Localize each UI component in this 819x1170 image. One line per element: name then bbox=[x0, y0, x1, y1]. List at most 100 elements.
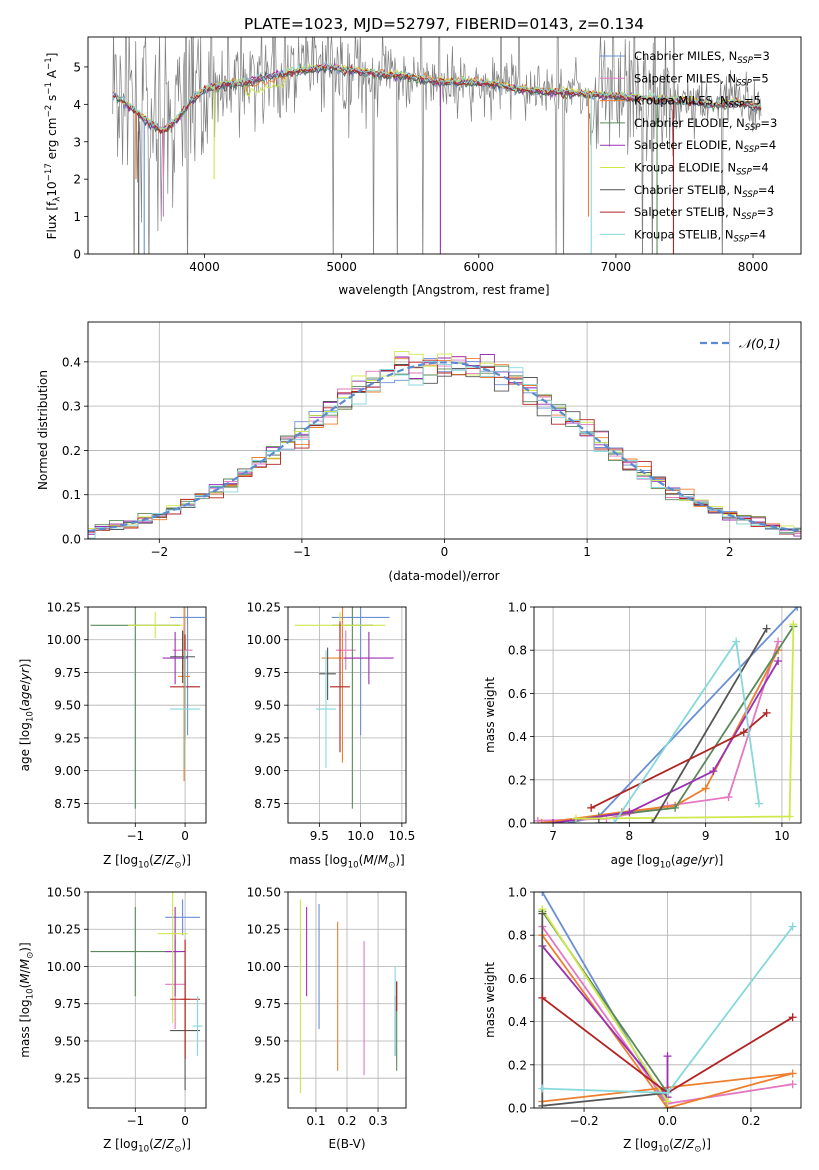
x-axis-label: Z [log10(Z/Z⊙)] bbox=[103, 853, 191, 871]
x-tick-label: 0.2 bbox=[337, 1114, 356, 1128]
x-tick-label: 6000 bbox=[464, 260, 495, 274]
x-axis-label: age [log10(age/yr)] bbox=[611, 853, 724, 871]
y-tick-label: 9.75 bbox=[54, 666, 81, 680]
y-tick-label: 9.50 bbox=[254, 1034, 281, 1048]
y-tick-label: 10.25 bbox=[247, 601, 281, 615]
residuals-axes: −2 −1 0 1 2 0.0 0.1 0.2 0.3 0.4 𝒩(0,1) (data-model)… bbox=[36, 321, 802, 583]
mass-vs-Z-frame bbox=[87, 891, 207, 1109]
x-tick-label: 4000 bbox=[189, 260, 220, 274]
x-tick-label: 0 bbox=[441, 545, 449, 559]
x-tick-label: 10.5 bbox=[389, 829, 416, 843]
weight-vs-age-marker-7-2 bbox=[762, 708, 771, 717]
x-axis-label: Z [log10(Z/Z⊙)] bbox=[103, 1137, 191, 1155]
y-tick-label: 0.0 bbox=[62, 533, 81, 547]
weight-vs-age-marker-8-1 bbox=[732, 637, 741, 646]
weight-vs-Z-plot-area bbox=[538, 892, 797, 1108]
legend-entry-1: Salpeter MILES, NSSP=5 bbox=[634, 71, 769, 88]
y-tick-label: 9.25 bbox=[54, 731, 81, 745]
y-axis-label: mass weight bbox=[483, 962, 497, 1038]
y-tick-label: 9.75 bbox=[254, 666, 281, 680]
legend-entry-2: Kroupa MILES, NSSP=5 bbox=[634, 94, 761, 111]
x-tick-label: 0.0 bbox=[658, 1114, 677, 1128]
mass-vs-EBV-plot-area bbox=[299, 899, 398, 1094]
x-tick-label: 10 bbox=[774, 829, 789, 843]
figure-title: PLATE=1023, MJD=52797, FIBERID=0143, z=0… bbox=[244, 15, 644, 33]
y-axis-label: mass weight bbox=[483, 677, 497, 753]
y-axis-label: Flux [fλ10−17 erg cm−2 s−1 A−1] bbox=[44, 53, 62, 240]
y-tick-label: 10.25 bbox=[47, 923, 81, 937]
y-tick-label: 9.50 bbox=[54, 699, 81, 713]
y-tick-label: 9.75 bbox=[254, 997, 281, 1011]
y-tick-label: 0.8 bbox=[508, 929, 527, 943]
y-tick-label: 3 bbox=[73, 135, 81, 149]
x-tick-label: 9.5 bbox=[310, 829, 329, 843]
y-tick-label: 8.75 bbox=[254, 797, 281, 811]
y-tick-label: 0.8 bbox=[508, 644, 527, 658]
weight-vs-Z-marker-8-0 bbox=[538, 1084, 547, 1093]
y-tick-label: 10.00 bbox=[247, 633, 281, 647]
weight-vs-age-series-5 bbox=[575, 624, 795, 820]
weight-vs-age-marker-3-1 bbox=[671, 803, 680, 812]
mass-vs-EBV-axes: 0.1 0.2 0.3 9.25 9.50 9.75 10.00 10.25 10.50 E(B-… bbox=[247, 886, 407, 1151]
weight-vs-age-axes: 7 8 9 10 0.0 0.2 0.4 0.6 0.8 1.0 age [log10(age/yr… bbox=[483, 601, 802, 871]
x-axis-label: wavelength [Angstrom, rest frame] bbox=[338, 283, 549, 297]
y-tick-label: 9.50 bbox=[54, 1034, 81, 1048]
y-tick-label: 8.75 bbox=[54, 797, 81, 811]
x-tick-label: 0.2 bbox=[741, 1114, 760, 1128]
y-tick-label: 9.00 bbox=[54, 764, 81, 778]
y-tick-label: 0.0 bbox=[508, 1102, 527, 1116]
x-axis-label: mass [log10(M/M⊙)] bbox=[289, 853, 404, 871]
age-vs-Z-axes: −1 0 8.75 9.00 9.25 9.50 9.75 10.00 10.25 Z [log1… bbox=[18, 601, 207, 871]
weight-vs-age-marker-8-0 bbox=[610, 819, 619, 823]
weight-vs-age-marker-1-0 bbox=[534, 816, 542, 823]
y-tick-label: 9.00 bbox=[254, 764, 281, 778]
spectrum-model-8 bbox=[112, 61, 762, 130]
weight-vs-age-marker-1-3 bbox=[724, 793, 733, 802]
y-axis-label: Normed distribution bbox=[36, 370, 50, 490]
y-tick-label: 10.25 bbox=[247, 923, 281, 937]
weight-vs-Z-marker-5-1 bbox=[663, 1097, 672, 1106]
weight-vs-age-marker-4-2 bbox=[709, 767, 718, 776]
y-tick-label: 0.4 bbox=[62, 355, 81, 369]
y-tick-label: 0.2 bbox=[62, 444, 81, 458]
weight-vs-age-series-3 bbox=[598, 625, 795, 818]
weight-vs-age-marker-7-1 bbox=[739, 728, 748, 737]
weight-vs-Z-marker-4-2 bbox=[663, 1052, 672, 1061]
age-vs-mass-plot-area bbox=[294, 607, 394, 809]
spectrum-plot-area bbox=[112, 37, 762, 254]
weight-vs-age-marker-6-0 bbox=[594, 819, 603, 823]
weight-vs-Z-marker-0-0 bbox=[538, 892, 547, 896]
age-vs-Z-plot-area bbox=[90, 607, 206, 809]
weight-vs-Z-marker-8-2 bbox=[788, 922, 797, 931]
y-tick-label: 0.6 bbox=[508, 972, 527, 986]
x-tick-label: −1 bbox=[126, 1114, 144, 1128]
y-tick-label: 1 bbox=[73, 210, 81, 224]
y-tick-label: 9.25 bbox=[254, 731, 281, 745]
normal-reference-curve bbox=[88, 361, 801, 533]
weight-vs-Z-marker-6-0 bbox=[538, 909, 547, 918]
x-tick-label: 0.3 bbox=[369, 1114, 388, 1128]
y-tick-label: 10.50 bbox=[247, 886, 281, 900]
weight-vs-age-marker-2-0 bbox=[537, 819, 546, 823]
y-tick-label: 0.2 bbox=[508, 1058, 527, 1072]
mass-vs-Z-plot-area bbox=[90, 892, 203, 1091]
y-tick-label: 0.6 bbox=[508, 687, 527, 701]
weight-vs-Z-marker-8-1 bbox=[663, 1088, 672, 1097]
y-tick-label: 4 bbox=[73, 98, 81, 112]
weight-vs-age-plot-area bbox=[534, 607, 801, 823]
y-tick-label: 5 bbox=[73, 60, 81, 74]
legend-entry-3: Chabrier ELODIE, NSSP=3 bbox=[634, 116, 777, 133]
weight-vs-age-series-8 bbox=[613, 639, 760, 823]
y-tick-label: 10.00 bbox=[47, 633, 81, 647]
weight-vs-age-marker-4-0 bbox=[549, 819, 558, 823]
y-tick-label: 0 bbox=[73, 248, 81, 262]
weight-vs-age-marker-6-1 bbox=[648, 819, 657, 823]
weight-vs-age-marker-8-2 bbox=[755, 799, 764, 808]
age-vs-mass-frame bbox=[287, 606, 407, 824]
weight-vs-age-marker-5-0 bbox=[571, 814, 580, 823]
x-axis-label: Z [log10(Z/Z⊙)] bbox=[623, 1137, 711, 1155]
histogram-step-3 bbox=[88, 362, 801, 533]
y-tick-label: 1.0 bbox=[508, 886, 527, 900]
x-tick-label: 7 bbox=[549, 829, 557, 843]
x-tick-label: −1 bbox=[293, 545, 311, 559]
